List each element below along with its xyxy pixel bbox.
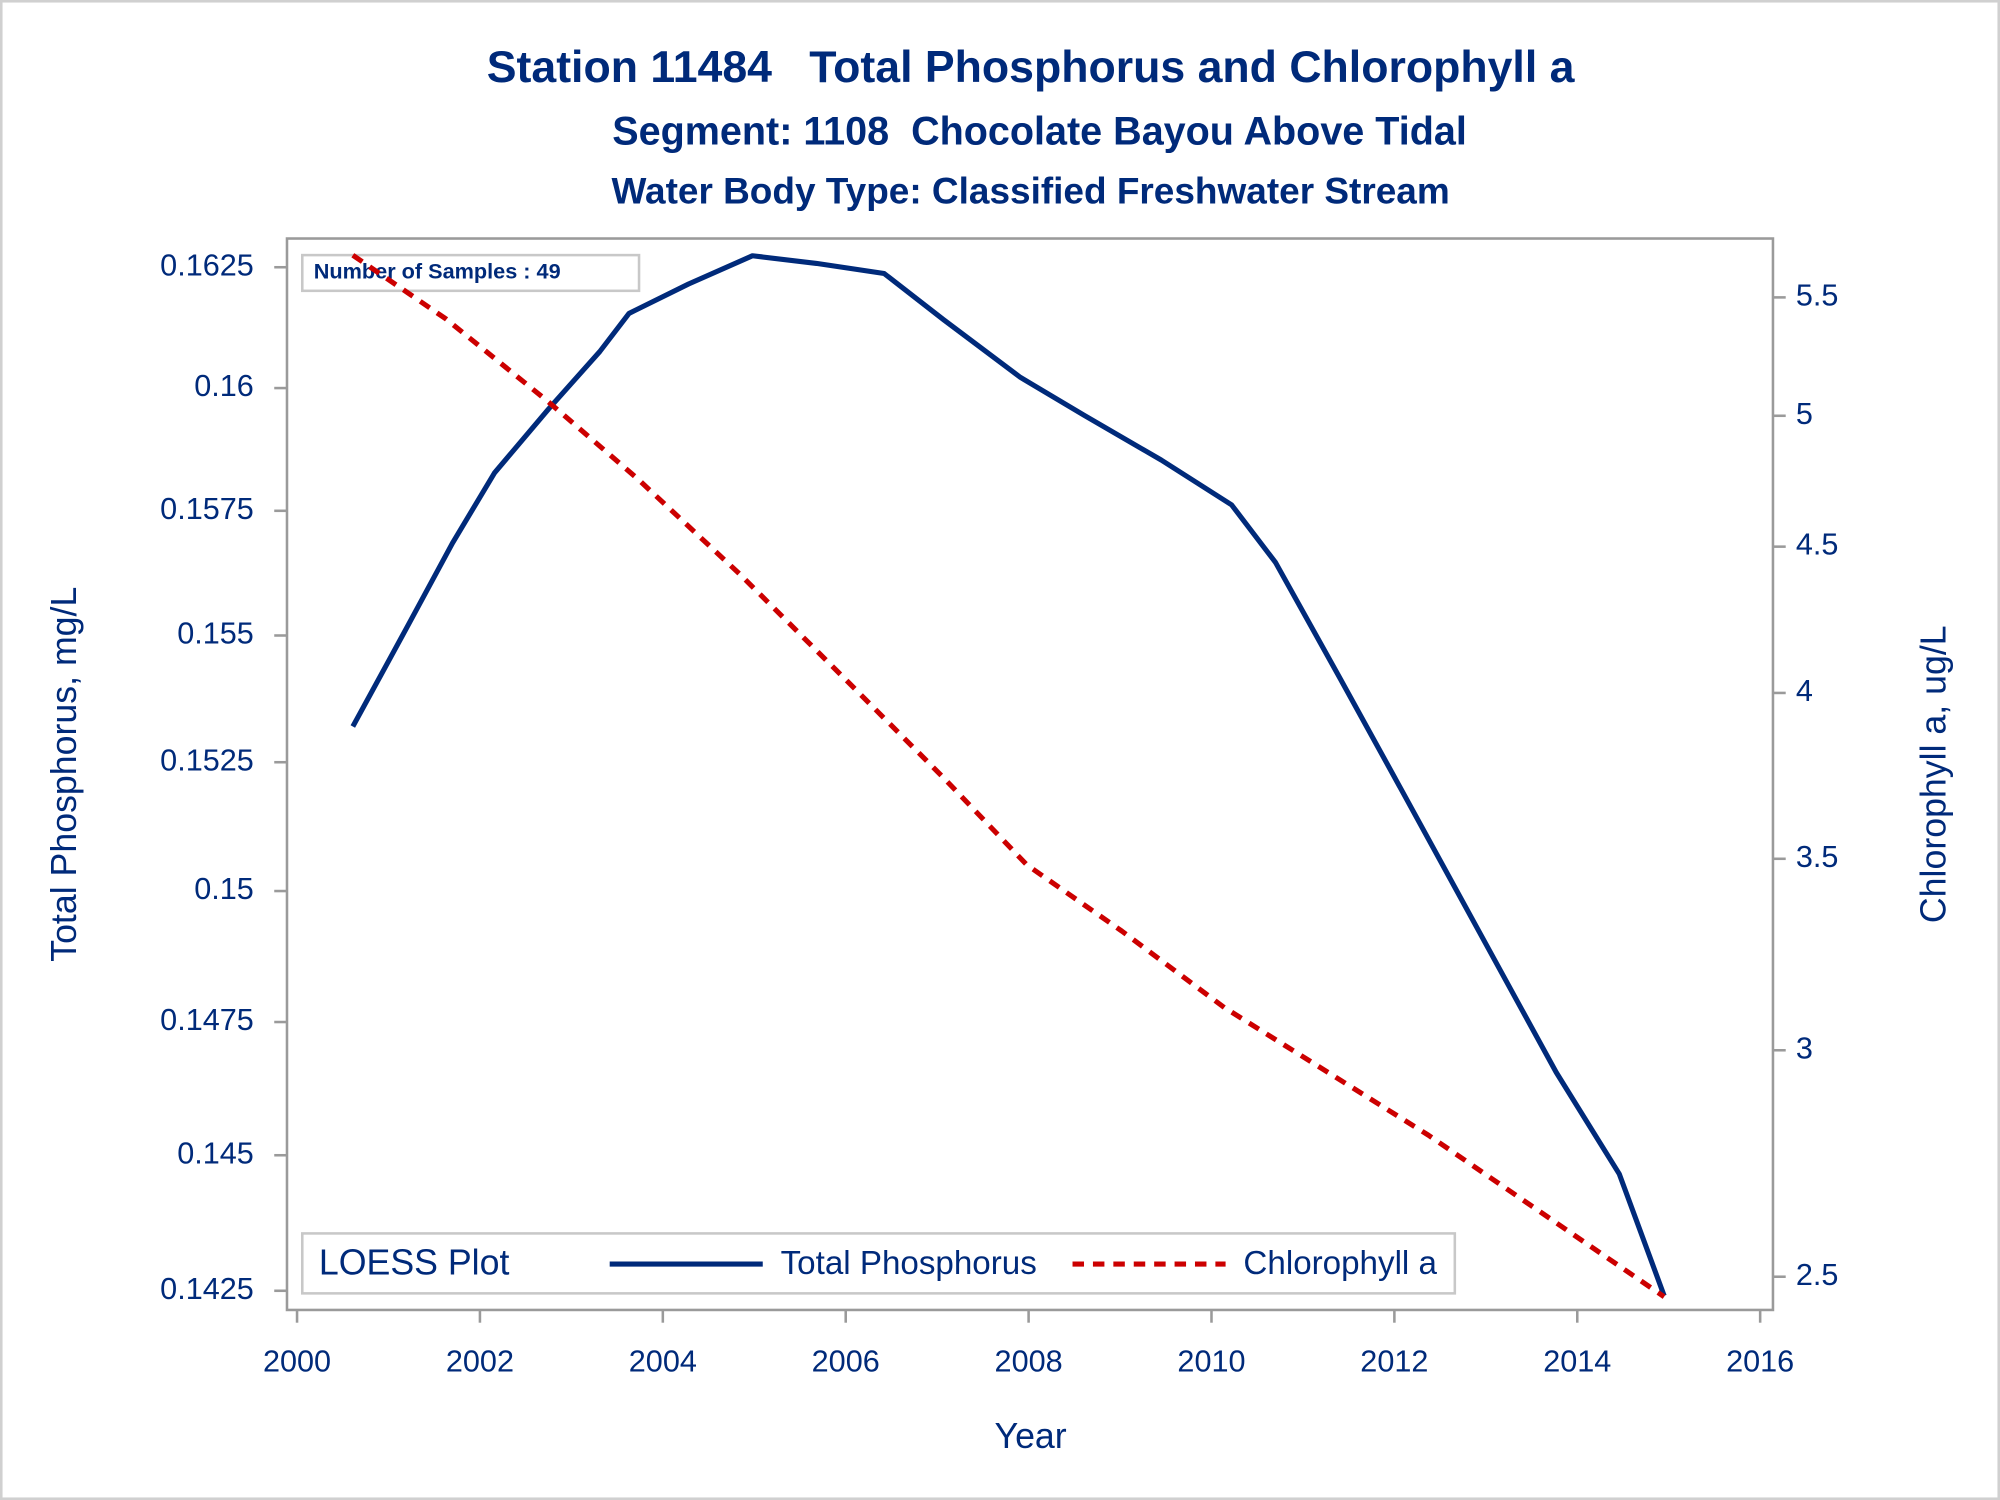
y-tick-label: 0.16 bbox=[194, 369, 254, 403]
legend-box bbox=[301, 1232, 1457, 1295]
y-tick-label: 0.1625 bbox=[160, 248, 254, 282]
y2-tick-label: 4 bbox=[1796, 674, 1813, 708]
y2-tick-label: 5.5 bbox=[1796, 278, 1839, 312]
y-axis-title: Total Phosphorus, mg/L bbox=[44, 587, 84, 962]
y2-tick-label: 3 bbox=[1796, 1031, 1813, 1065]
chart-title: Station 11484 Total Phosphorus and Chlor… bbox=[487, 43, 1576, 92]
legend: LOESS Plot Total Phosphorus Chlorophyll a bbox=[301, 1232, 1457, 1295]
y2-tick-label: 3.5 bbox=[1796, 840, 1839, 874]
legend-label: Total Phosphorus bbox=[781, 1245, 1037, 1282]
y-tick-label: 0.145 bbox=[177, 1136, 254, 1170]
chart-subtitle: Segment: 1108 Chocolate Bayou Above Tida… bbox=[612, 109, 1467, 153]
chart-subtitle: Water Body Type: Classified Freshwater S… bbox=[612, 171, 1450, 212]
x-tick-label: 2000 bbox=[263, 1345, 331, 1379]
x-tick-label: 2006 bbox=[812, 1345, 880, 1379]
series-line bbox=[351, 253, 1666, 1299]
x-tick-label: 2002 bbox=[446, 1345, 514, 1379]
plot-frame bbox=[285, 237, 1775, 1312]
y2-axis-title: Chlorophyll a, ug/L bbox=[1914, 625, 1954, 923]
legend-title: LOESS Plot bbox=[319, 1243, 510, 1283]
y-tick-label: 0.1525 bbox=[160, 743, 254, 777]
y2-tick-label: 5 bbox=[1796, 397, 1813, 431]
y-tick-label: 0.15 bbox=[194, 872, 254, 906]
x-tick-label: 2012 bbox=[1360, 1345, 1428, 1379]
series-line bbox=[350, 253, 1667, 1297]
x-tick-label: 2010 bbox=[1177, 1345, 1245, 1379]
y-tick-label: 0.1475 bbox=[160, 1003, 254, 1037]
y-tick-label: 0.1575 bbox=[160, 492, 254, 526]
y2-tick-label: 2.5 bbox=[1796, 1258, 1839, 1292]
x-tick-label: 2004 bbox=[629, 1345, 697, 1379]
x-axis-title: Year bbox=[995, 1416, 1067, 1456]
annotation: Number of Samples : 49 bbox=[314, 259, 561, 284]
legend-label: Chlorophyll a bbox=[1243, 1245, 1437, 1282]
y-tick-label: 0.155 bbox=[177, 617, 254, 651]
x-tick-label: 2008 bbox=[995, 1345, 1063, 1379]
x-tick-label: 2014 bbox=[1543, 1345, 1611, 1379]
y2-tick-label: 4.5 bbox=[1796, 528, 1839, 562]
y-tick-label: 0.1425 bbox=[160, 1272, 254, 1306]
x-tick-label: 2016 bbox=[1726, 1345, 1794, 1379]
